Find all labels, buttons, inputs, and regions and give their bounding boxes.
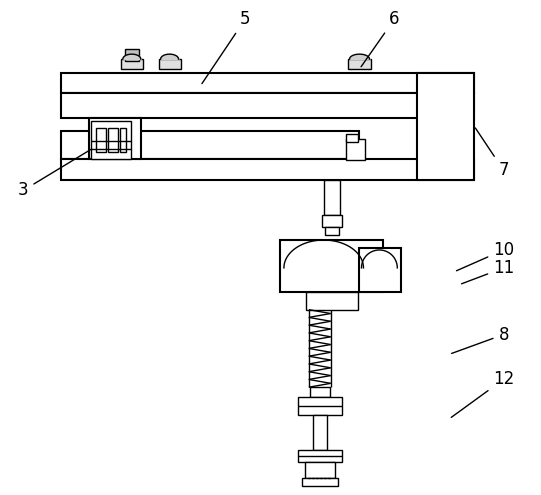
Text: 10: 10 bbox=[457, 241, 514, 271]
Bar bbox=[346, 134, 358, 142]
Bar bbox=[322, 215, 341, 227]
Text: 12: 12 bbox=[451, 370, 514, 417]
Bar bbox=[310, 387, 329, 397]
Bar bbox=[121, 59, 143, 69]
Bar bbox=[96, 128, 106, 151]
Bar bbox=[305, 462, 335, 478]
Text: 5: 5 bbox=[202, 10, 250, 84]
Bar bbox=[346, 139, 366, 160]
Text: 11: 11 bbox=[461, 259, 514, 284]
Bar bbox=[324, 180, 340, 215]
Text: 6: 6 bbox=[361, 10, 400, 67]
Bar bbox=[417, 73, 474, 180]
Text: 3: 3 bbox=[18, 149, 91, 199]
Bar bbox=[61, 131, 360, 158]
Bar bbox=[89, 118, 141, 158]
Bar bbox=[159, 59, 181, 69]
Bar bbox=[61, 158, 474, 180]
Bar bbox=[347, 59, 372, 69]
Bar bbox=[298, 397, 341, 415]
Bar bbox=[360, 248, 401, 292]
Bar bbox=[280, 240, 384, 292]
Bar bbox=[120, 128, 126, 151]
Bar bbox=[91, 121, 131, 158]
Bar bbox=[298, 450, 341, 462]
Bar bbox=[61, 73, 474, 93]
Bar bbox=[61, 93, 474, 118]
Bar bbox=[108, 128, 118, 151]
Text: 8: 8 bbox=[452, 326, 509, 353]
Bar bbox=[313, 415, 327, 450]
Bar bbox=[302, 478, 338, 486]
Bar bbox=[306, 292, 358, 310]
Bar bbox=[125, 49, 138, 61]
Bar bbox=[325, 227, 339, 235]
Text: 7: 7 bbox=[476, 128, 509, 179]
